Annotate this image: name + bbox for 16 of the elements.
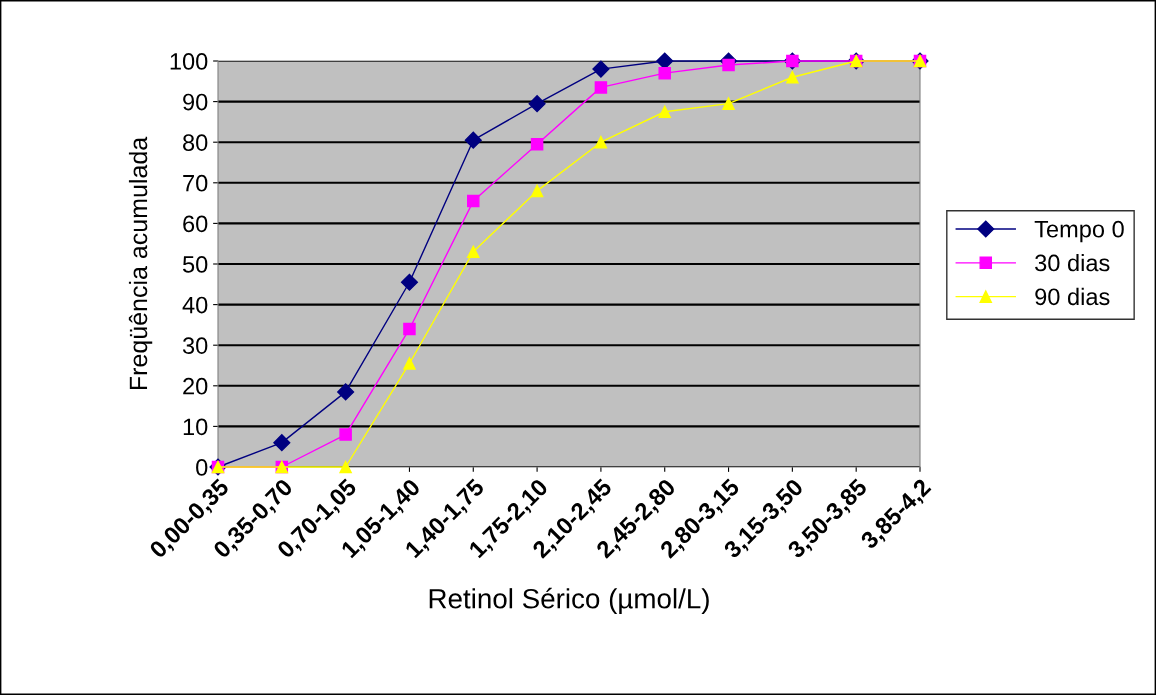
y-tick-label: 60	[183, 215, 208, 233]
y-tick-label: 90	[183, 93, 208, 111]
y-tick-label: 100	[170, 53, 208, 70]
legend-label: Tempo 0	[1034, 220, 1124, 243]
y-tick-label: 0	[196, 459, 208, 476]
y-axis-title: Freqüência acumulada	[128, 136, 153, 390]
y-tick-label: 30	[182, 337, 208, 354]
y-tick-label: 10	[183, 418, 208, 436]
x-axis-title: Retinol Sérico (µmol/L)	[429, 587, 709, 615]
y-tick-label: 50	[182, 256, 208, 273]
y-tick-label: 40	[182, 296, 208, 314]
legend-label: 30 dias	[1035, 254, 1110, 272]
y-tick-label: 20	[183, 377, 208, 395]
y-tick-label: 80	[183, 134, 208, 151]
legend-label: 90 dias	[1035, 287, 1110, 306]
y-tick-label: 70	[183, 174, 208, 192]
